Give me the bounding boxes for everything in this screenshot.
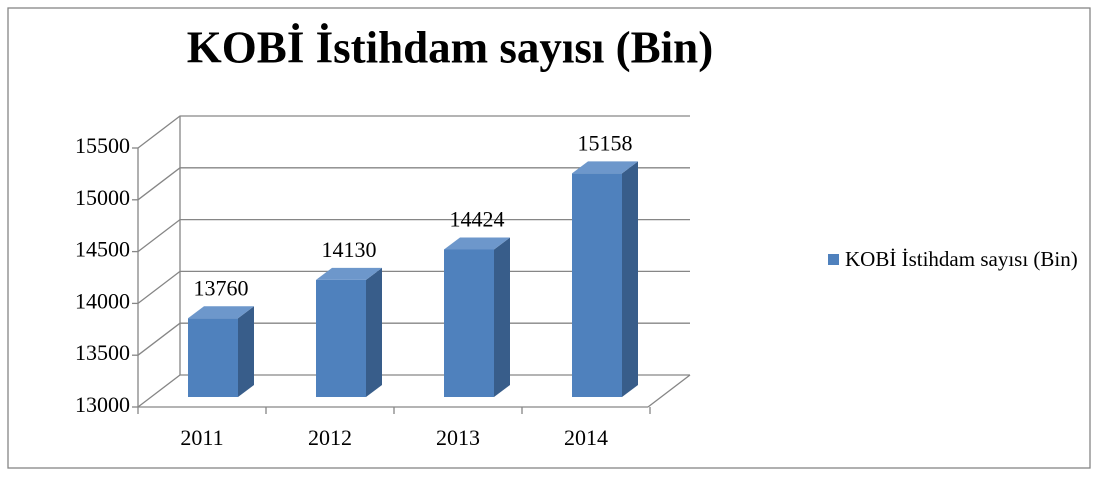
bar-side (622, 161, 638, 397)
value-label: 13760 (194, 275, 249, 300)
bar-front (572, 173, 622, 397)
x-tick-label: 2012 (308, 425, 352, 450)
grid-line (137, 115, 690, 149)
y-tick-label: 13500 (75, 340, 130, 365)
y-tick-label: 13000 (75, 392, 130, 417)
x-tick-label: 2011 (180, 425, 223, 450)
grid-line (137, 374, 690, 408)
y-tick-label: 14500 (75, 237, 130, 262)
chart-border (7, 7, 1091, 469)
legend-swatch (828, 254, 839, 265)
bar (444, 237, 510, 397)
bar (316, 267, 382, 397)
bar (188, 306, 254, 397)
value-label: 14424 (450, 207, 505, 232)
legend-label: KOBİ İstihdam sayısı (Bin) (845, 247, 1078, 271)
bar-side (366, 267, 382, 397)
grid-line (137, 270, 690, 304)
legend: KOBİ İstihdam sayısı (Bin) (828, 246, 1088, 273)
y-tick-label: 15000 (75, 185, 130, 210)
y-tick-label: 14000 (75, 288, 130, 313)
bar-top (572, 161, 638, 174)
grid-line (137, 322, 690, 356)
bar-top (444, 237, 510, 250)
bar-front (316, 279, 366, 397)
y-tick-label: 15500 (75, 133, 130, 158)
bar (572, 161, 638, 397)
bar-side (494, 237, 510, 397)
grid-line (137, 167, 690, 201)
bar-top (316, 267, 382, 280)
bar-front (188, 318, 238, 397)
bar-top (188, 306, 254, 319)
x-tick-label: 2013 (436, 425, 480, 450)
x-tick-label: 2014 (564, 425, 608, 450)
value-label: 15158 (578, 130, 633, 155)
bar-side (238, 306, 254, 397)
chart-title: KOBİ İstihdam sayısı (Bin) (187, 22, 713, 72)
grid-line (137, 218, 690, 253)
floor-edge (647, 374, 691, 408)
bar-front (444, 249, 494, 397)
value-label: 14130 (322, 237, 377, 262)
